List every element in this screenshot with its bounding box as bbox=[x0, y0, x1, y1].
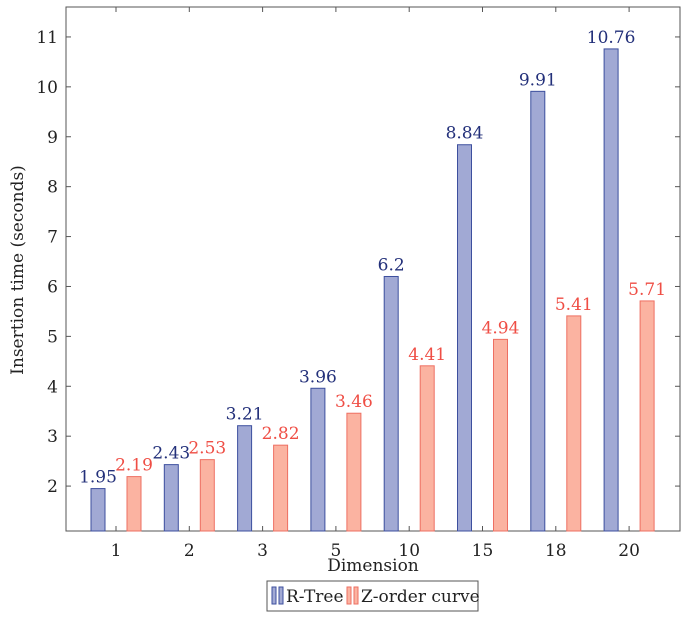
x-tick-label: 20 bbox=[618, 541, 640, 561]
bar-rtree bbox=[90, 488, 106, 532]
y-tick-label: 11 bbox=[36, 28, 58, 48]
x-tick-label: 5 bbox=[330, 541, 341, 561]
data-label-zorder: 5.71 bbox=[628, 280, 666, 300]
data-label-zorder: 4.94 bbox=[482, 318, 520, 338]
plot-area-frame bbox=[65, 6, 681, 532]
x-tick-label: 15 bbox=[472, 541, 494, 561]
x-tick-label: 1 bbox=[111, 541, 122, 561]
x-axis-title: Dimension bbox=[327, 556, 419, 576]
data-label-rtree: 8.84 bbox=[446, 124, 484, 144]
legend-swatch-rtree bbox=[271, 586, 277, 605]
x-tick-label: 18 bbox=[545, 541, 567, 561]
data-label-zorder: 5.41 bbox=[555, 295, 593, 315]
bar-zorder bbox=[639, 300, 655, 532]
bar-zorder bbox=[126, 476, 142, 532]
legend-swatch-zorder-2 bbox=[353, 586, 359, 605]
data-label-rtree: 3.21 bbox=[226, 405, 264, 425]
bar-rtree bbox=[237, 425, 253, 532]
data-label-rtree: 6.2 bbox=[378, 255, 405, 275]
x-tick-label: 10 bbox=[398, 541, 420, 561]
data-label-zorder: 3.46 bbox=[335, 392, 373, 412]
y-tick-label: 2 bbox=[47, 477, 58, 497]
bar-zorder bbox=[419, 365, 435, 532]
y-tick-label: 9 bbox=[47, 128, 58, 148]
bar-rtree bbox=[457, 144, 472, 532]
x-tick-label: 2 bbox=[184, 541, 195, 561]
y-tick-label: 8 bbox=[47, 178, 58, 198]
data-label-rtree: 10.76 bbox=[587, 28, 636, 48]
bar-series-group bbox=[90, 48, 655, 532]
bar-rtree bbox=[530, 90, 546, 532]
y-tick-label: 5 bbox=[47, 327, 58, 347]
x-tick-label: 3 bbox=[257, 541, 268, 561]
data-label-rtree: 2.43 bbox=[152, 444, 190, 464]
bar-rtree bbox=[310, 387, 326, 532]
y-axis-title: Insertion time (seconds) bbox=[8, 165, 28, 375]
y-axis: 2 3 4 5 6 7 8 9 10 11 bbox=[36, 28, 680, 497]
legend-label-rtree: R-Tree bbox=[286, 587, 344, 607]
data-label-rtree: 1.95 bbox=[79, 468, 117, 488]
bar-zorder bbox=[199, 459, 215, 532]
data-label-zorder: 2.53 bbox=[188, 439, 226, 459]
legend-frame bbox=[266, 580, 479, 612]
legend-label-zorder: Z-order curve bbox=[361, 587, 480, 607]
data-label-zorder: 2.19 bbox=[115, 456, 153, 476]
bar-zorder bbox=[566, 315, 582, 532]
bar-zorder bbox=[346, 412, 362, 532]
data-label-zorder: 2.82 bbox=[262, 424, 300, 444]
legend: R-Tree Z-order curve bbox=[266, 580, 480, 612]
bar-rtree bbox=[383, 275, 399, 532]
y-tick-label: 4 bbox=[47, 377, 58, 397]
bar-rtree bbox=[603, 48, 619, 532]
x-axis: 1 2 3 5 10 15 18 20 bbox=[111, 7, 640, 561]
data-label-rtree: 3.96 bbox=[299, 367, 337, 387]
y-tick-label: 10 bbox=[36, 78, 58, 98]
legend-swatch-rtree-2 bbox=[278, 586, 284, 605]
data-label-zorder: 4.41 bbox=[408, 345, 446, 365]
data-label-rtree: 9.91 bbox=[519, 70, 557, 90]
data-label-group: 1.95 2.43 3.21 3.96 6.2 8.84 9.91 10.76 2.19 2.53… bbox=[79, 28, 666, 488]
y-tick-label: 3 bbox=[47, 427, 58, 447]
y-tick-label: 6 bbox=[47, 277, 58, 297]
bar-rtree bbox=[163, 464, 179, 532]
y-tick-label: 7 bbox=[47, 228, 58, 248]
bar-zorder bbox=[493, 338, 508, 532]
bar-zorder bbox=[273, 444, 289, 532]
legend-swatch-zorder bbox=[346, 586, 352, 605]
